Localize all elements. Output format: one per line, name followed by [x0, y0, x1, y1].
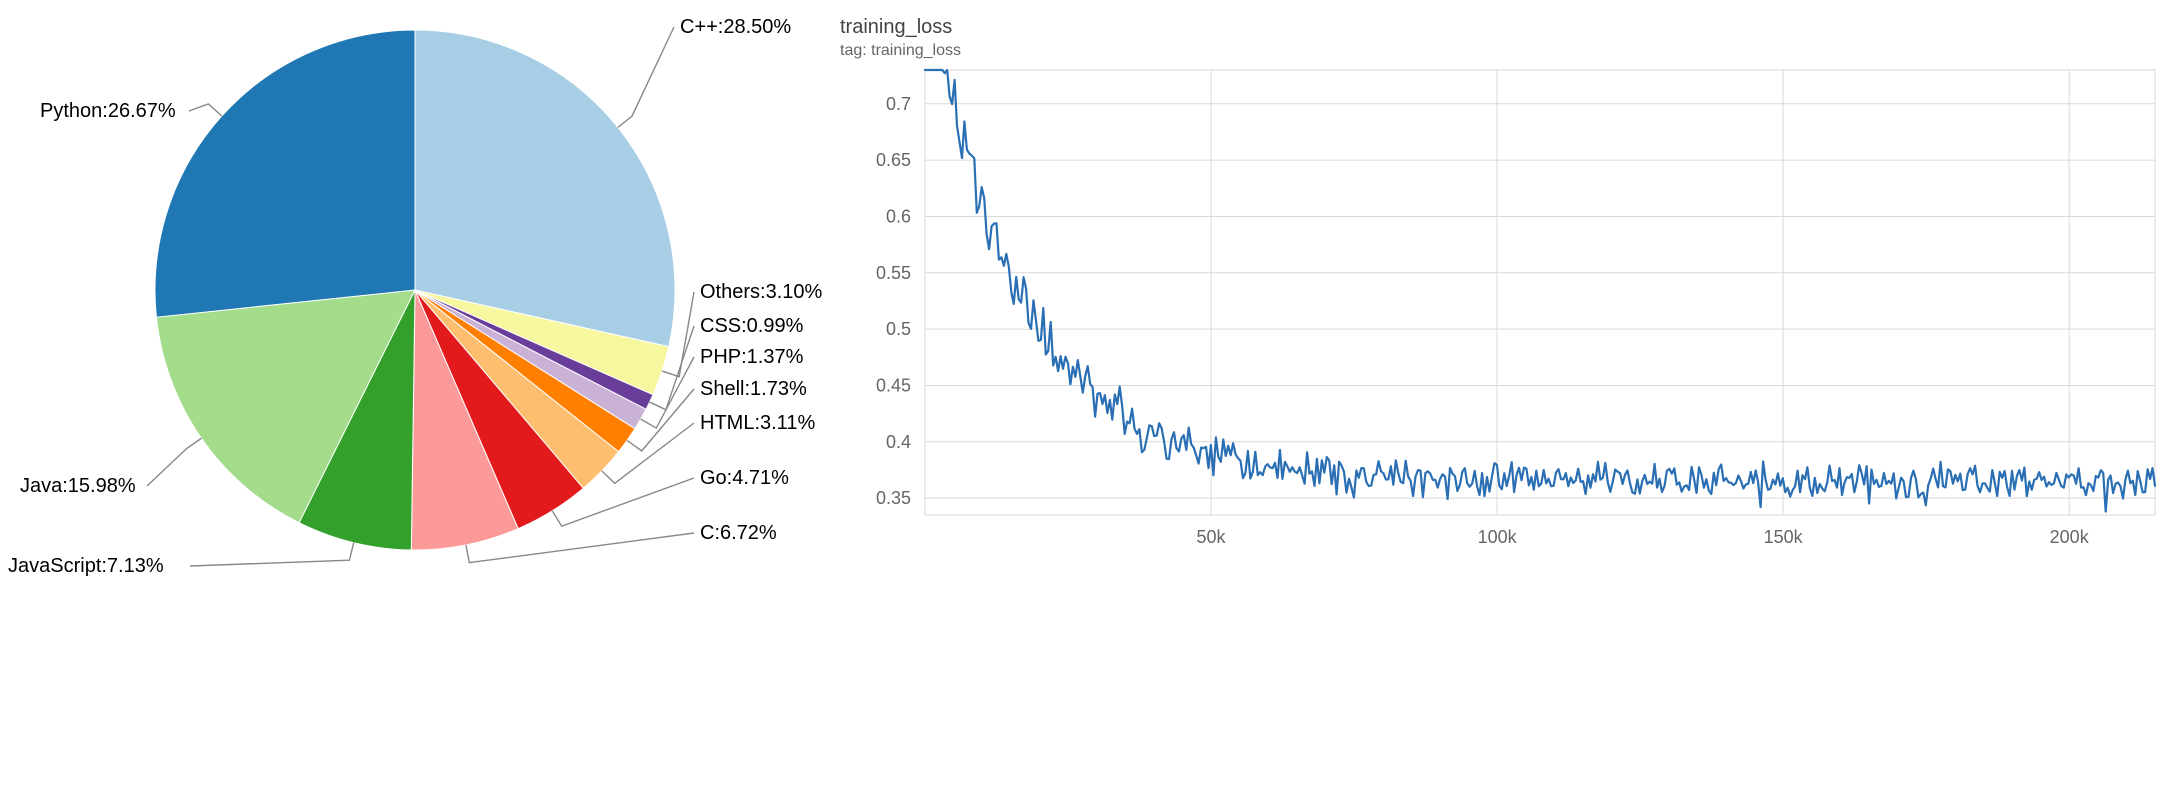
loss-chart-svg: 0.35 0.4 0.45 0.5 0.55 0.6 0.65 0.7 50k 100k 150k 2…: [830, 0, 2173, 806]
ytick-label: 0.6: [886, 206, 911, 226]
training-loss-line: [925, 70, 2155, 512]
ytick-label: 0.4: [886, 432, 911, 452]
pie-label-others: Others:3.10%: [700, 281, 823, 303]
pie-label-go: Go:4.71%: [700, 467, 789, 489]
pie-chart-svg: C++:28.50% Others:3.10% CSS:0.99% PHP:1.37%…: [0, 0, 830, 806]
pie-label-html: HTML:3.11%: [700, 412, 815, 434]
ytick-label: 0.35: [876, 488, 911, 508]
plot-area: [925, 70, 2155, 515]
ytick-label: 0.7: [886, 94, 911, 114]
pie-chart-panel: C++:28.50% Others:3.10% CSS:0.99% PHP:1.37%…: [0, 0, 830, 806]
xtick-label: 100k: [1478, 527, 1518, 547]
pie-label-java: Java:15.98%: [20, 475, 136, 497]
ytick-label: 0.45: [876, 375, 911, 395]
pie-label-shell: Shell:1.73%: [700, 378, 807, 400]
xtick-label: 150k: [1764, 527, 1804, 547]
pie-leader: [189, 104, 222, 116]
ytick-label: 0.5: [886, 319, 911, 339]
ytick-label: 0.55: [876, 263, 911, 283]
pie-leader: [190, 543, 354, 566]
pie-leader: [147, 438, 201, 486]
ytick-label: 0.65: [876, 150, 911, 170]
pie-slice-python: [155, 30, 415, 317]
loss-chart-title: training_loss: [840, 16, 952, 39]
pie-label-c-: C++:28.50%: [680, 16, 791, 38]
pie-label-javascript: JavaScript:7.13%: [8, 555, 164, 577]
xtick-label: 200k: [2050, 527, 2090, 547]
pie-label-css: CSS:0.99%: [700, 315, 804, 337]
pie-leader: [466, 533, 694, 563]
loss-chart-panel: training_loss tag: training_loss 0.35 0.4…: [830, 0, 2173, 806]
pie-label-c: C:6.72%: [700, 522, 777, 544]
loss-chart-subtitle: tag: training_loss: [840, 42, 961, 60]
pie-leader: [618, 27, 674, 127]
xtick-label: 50k: [1197, 527, 1227, 547]
pie-label-php: PHP:1.37%: [700, 346, 804, 368]
pie-label-python: Python:26.67%: [40, 100, 176, 122]
